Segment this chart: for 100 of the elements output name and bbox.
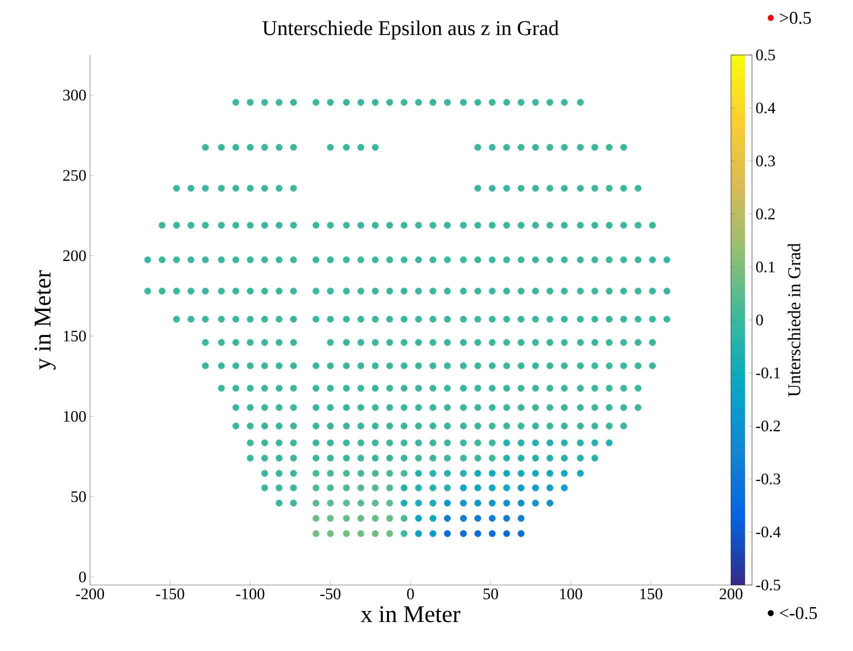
point xyxy=(591,184,598,192)
point xyxy=(372,514,379,522)
point xyxy=(488,184,496,192)
point xyxy=(444,288,451,294)
point xyxy=(503,256,510,264)
point xyxy=(460,500,467,506)
point xyxy=(202,339,209,346)
point xyxy=(474,422,482,430)
point xyxy=(591,222,598,229)
point xyxy=(532,256,539,264)
point xyxy=(591,439,598,446)
point xyxy=(532,288,539,294)
point xyxy=(560,339,568,346)
point xyxy=(488,316,496,323)
point xyxy=(173,316,180,323)
point xyxy=(546,339,554,346)
point xyxy=(460,439,467,446)
point xyxy=(276,470,282,477)
point xyxy=(620,362,628,370)
point xyxy=(474,288,482,294)
x-tick-label: -50 xyxy=(320,588,340,600)
point xyxy=(488,362,496,370)
point xyxy=(649,256,656,264)
point xyxy=(430,500,436,506)
point xyxy=(261,256,268,264)
point xyxy=(634,184,642,192)
legend-label: <-0.5 xyxy=(780,606,817,620)
point xyxy=(560,184,568,192)
point xyxy=(357,484,364,492)
chart-title: Unterschiede Epsilon aus z in Grad xyxy=(262,20,559,40)
point xyxy=(576,184,584,192)
point xyxy=(343,384,350,392)
point xyxy=(400,384,408,392)
point xyxy=(261,454,268,462)
point xyxy=(430,256,436,264)
point xyxy=(474,222,482,229)
point xyxy=(232,98,240,106)
point xyxy=(415,514,422,522)
point xyxy=(576,144,584,151)
point xyxy=(357,288,364,294)
point xyxy=(430,514,436,522)
point xyxy=(400,454,408,462)
point xyxy=(503,339,510,346)
point xyxy=(261,144,268,151)
point xyxy=(518,184,524,192)
point xyxy=(232,288,240,294)
point xyxy=(503,316,510,323)
point xyxy=(232,256,240,264)
color-bar-title: Unterschiede in Grad xyxy=(788,243,800,397)
point xyxy=(290,288,297,294)
point xyxy=(218,362,225,370)
point xyxy=(415,288,422,294)
point xyxy=(460,514,467,522)
point xyxy=(357,362,364,370)
point xyxy=(343,514,350,522)
point xyxy=(158,222,166,229)
point xyxy=(606,362,613,370)
point xyxy=(386,288,394,294)
point xyxy=(444,404,451,411)
point xyxy=(357,439,364,446)
point xyxy=(312,384,320,392)
point xyxy=(415,339,422,346)
color-bar-label: -0.5 xyxy=(756,580,780,590)
point xyxy=(664,256,670,264)
y-tick-label: 100 xyxy=(64,410,86,422)
point xyxy=(326,339,334,346)
point xyxy=(400,484,408,492)
point xyxy=(357,404,364,411)
point xyxy=(460,98,467,106)
color-bar-label: 0.4 xyxy=(756,102,776,114)
point xyxy=(591,384,598,392)
point xyxy=(488,288,496,294)
x-axis-title: x in Meter xyxy=(360,606,460,622)
point xyxy=(357,144,364,151)
point xyxy=(312,454,320,462)
point xyxy=(246,184,254,192)
point xyxy=(312,514,320,522)
point xyxy=(634,288,642,294)
point xyxy=(503,184,510,192)
point xyxy=(518,339,524,346)
point xyxy=(546,316,554,323)
point xyxy=(591,256,598,264)
point xyxy=(430,439,436,446)
point xyxy=(430,362,436,370)
point xyxy=(343,144,350,151)
point xyxy=(444,530,451,538)
point xyxy=(518,454,524,462)
point xyxy=(460,339,467,346)
point xyxy=(415,439,422,446)
point xyxy=(202,316,209,323)
point xyxy=(173,184,180,192)
point xyxy=(488,422,496,430)
point xyxy=(664,288,670,294)
point xyxy=(474,514,482,522)
point xyxy=(312,222,320,229)
point xyxy=(400,362,408,370)
point xyxy=(276,362,282,370)
point xyxy=(503,222,510,229)
point xyxy=(261,484,268,492)
y-tick-label: 150 xyxy=(64,330,86,342)
